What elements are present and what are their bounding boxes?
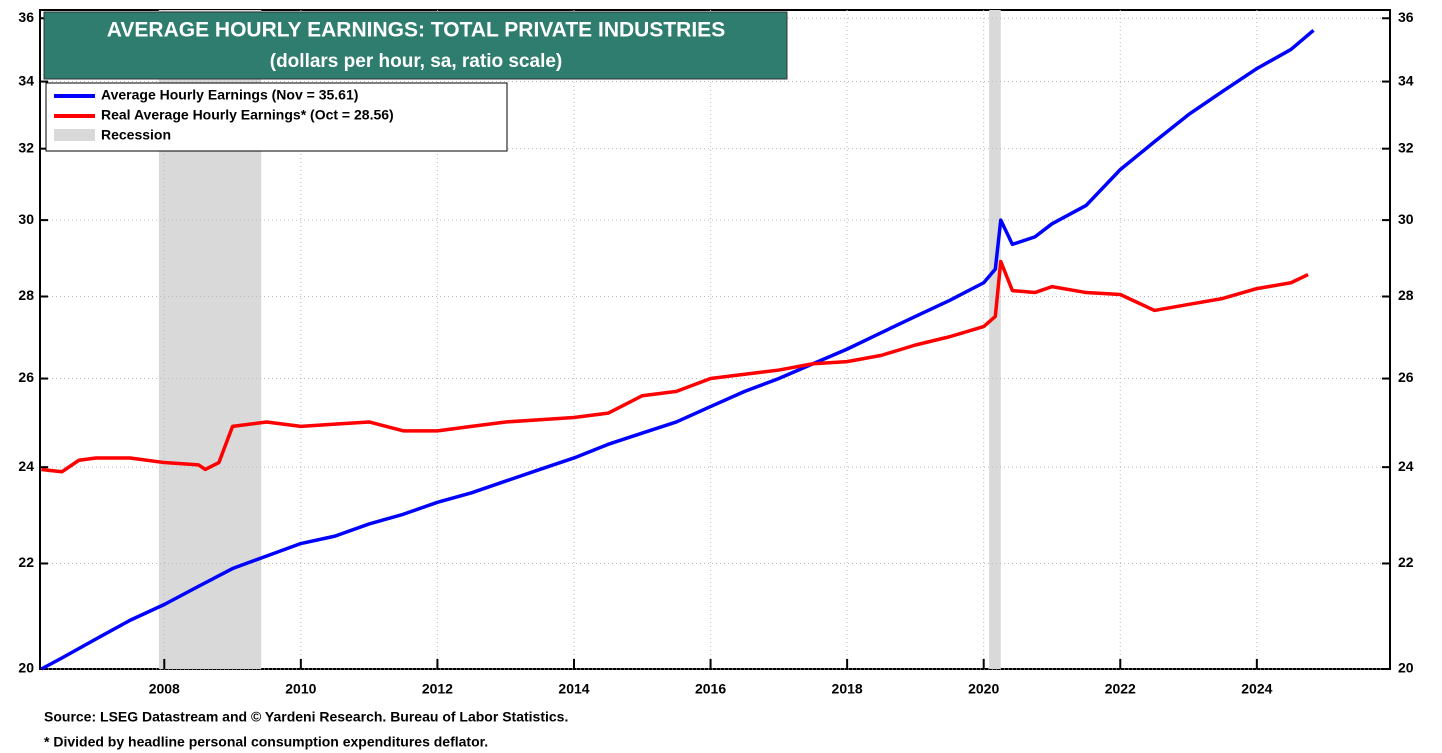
legend-label: Recession [101,127,171,143]
y-tick-label: 28 [18,287,34,303]
legend-label: Average Hourly Earnings (Nov = 35.61) [101,87,358,103]
y2-tick-label: 24 [1398,458,1414,474]
chart-title: AVERAGE HOURLY EARNINGS: TOTAL PRIVATE I… [107,19,725,42]
x-tick-label: 2020 [968,681,999,697]
y-tick-label: 24 [18,458,34,474]
x-tick-label: 2016 [695,681,726,697]
y2-tick-label: 22 [1398,554,1414,570]
source-note: Source: LSEG Datastream and © Yardeni Re… [44,709,568,725]
plot-frame [39,9,1391,670]
legend-items: Average Hourly Earnings (Nov = 35.61) Rea… [54,87,394,143]
chart-subtitle: (dollars per hour, sa, ratio scale) [270,51,563,72]
x-tick-label: 2012 [422,681,453,697]
y2-tick-label: 26 [1398,369,1414,385]
footnote: * Divided by headline personal consumpti… [44,734,488,750]
legend-swatch [54,129,95,141]
y-tick-label: 32 [18,139,34,155]
x-tick-label: 2014 [558,681,589,697]
recession-band [989,10,1001,669]
y2-tick-label: 28 [1398,287,1414,303]
y-tick-label: 36 [18,9,34,25]
y-tick-label: 22 [18,554,34,570]
y2-tick-label: 32 [1398,139,1414,155]
y2-tick-label: 34 [1398,72,1414,88]
x-tick-label: 2018 [832,681,863,697]
x-tick-label: 2008 [149,681,180,697]
series-line [41,259,1309,474]
x-tick-label: 2024 [1241,681,1272,697]
y2-tick-label: 36 [1398,9,1414,25]
x-tick-label: 2010 [285,681,316,697]
series-line [40,28,1315,671]
legend-label: Real Average Hourly Earnings* (Oct = 28.… [101,107,394,123]
y-tick-label: 20 [18,660,34,676]
x-tick-label: 2022 [1105,681,1136,697]
legend [45,82,508,152]
y2-tick-label: 30 [1398,211,1414,227]
y-tick-label: 34 [18,72,34,88]
y-tick-label: 26 [18,369,34,385]
title-box [43,11,788,80]
y-tick-label: 30 [18,211,34,227]
y2-tick-label: 20 [1398,660,1414,676]
